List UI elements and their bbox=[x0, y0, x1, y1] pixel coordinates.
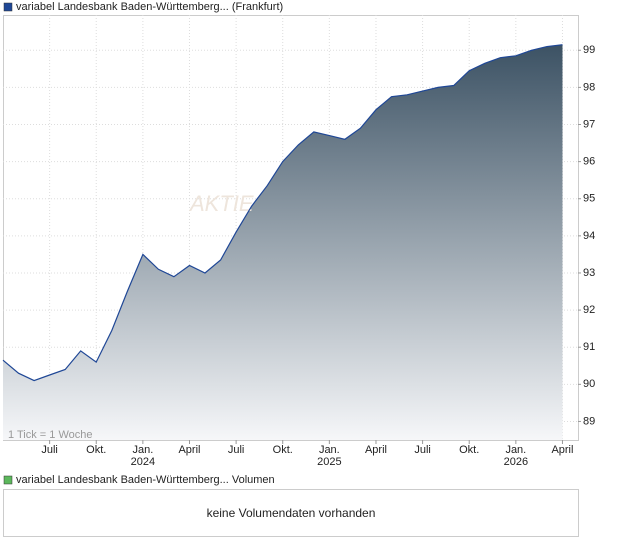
y-tick-label: 93 bbox=[583, 267, 595, 279]
volume-legend: variabel Landesbank Baden-Württemberg...… bbox=[16, 474, 275, 486]
x-tick-label: Jan. bbox=[505, 444, 526, 456]
legend-swatch bbox=[3, 2, 13, 12]
x-tick-year: 2025 bbox=[317, 456, 341, 468]
y-tick-label: 89 bbox=[583, 415, 595, 427]
y-tick-label: 99 bbox=[583, 44, 595, 56]
x-tick-label: April bbox=[178, 444, 200, 456]
x-tick-label: Okt. bbox=[273, 444, 293, 456]
x-tick-label: April bbox=[365, 444, 387, 456]
y-tick-label: 91 bbox=[583, 341, 595, 353]
y-tick-label: 97 bbox=[583, 118, 595, 130]
legend-label: variabel Landesbank Baden-Württemberg...… bbox=[16, 1, 283, 13]
legend-swatch bbox=[3, 475, 13, 485]
price-line bbox=[2, 44, 563, 382]
x-tick-year: 2026 bbox=[504, 456, 528, 468]
y-tick-label: 90 bbox=[583, 378, 595, 390]
y-tick-label: 94 bbox=[583, 230, 595, 242]
y-tick-label: 98 bbox=[583, 81, 595, 93]
x-tick-label: Jan. bbox=[319, 444, 340, 456]
tick-note: 1 Tick = 1 Woche bbox=[8, 429, 92, 441]
x-tick-label: Okt. bbox=[459, 444, 479, 456]
x-tick-label: Juli bbox=[414, 444, 431, 456]
y-tick-label: 92 bbox=[583, 304, 595, 316]
watermark: AKTIE bbox=[188, 191, 254, 216]
x-tick-label: April bbox=[551, 444, 573, 456]
x-tick-year: 2024 bbox=[131, 456, 155, 468]
y-tick-label: 95 bbox=[583, 193, 595, 205]
x-tick-label: Juli bbox=[41, 444, 58, 456]
volume-message: keine Volumendaten vorhanden bbox=[207, 506, 376, 520]
y-tick-label: 96 bbox=[583, 156, 595, 168]
x-tick-label: Jan. bbox=[132, 444, 153, 456]
x-tick-label: Okt. bbox=[86, 444, 106, 456]
volume-frame bbox=[3, 489, 579, 537]
x-tick-label: Juli bbox=[228, 444, 245, 456]
area bbox=[3, 44, 563, 440]
